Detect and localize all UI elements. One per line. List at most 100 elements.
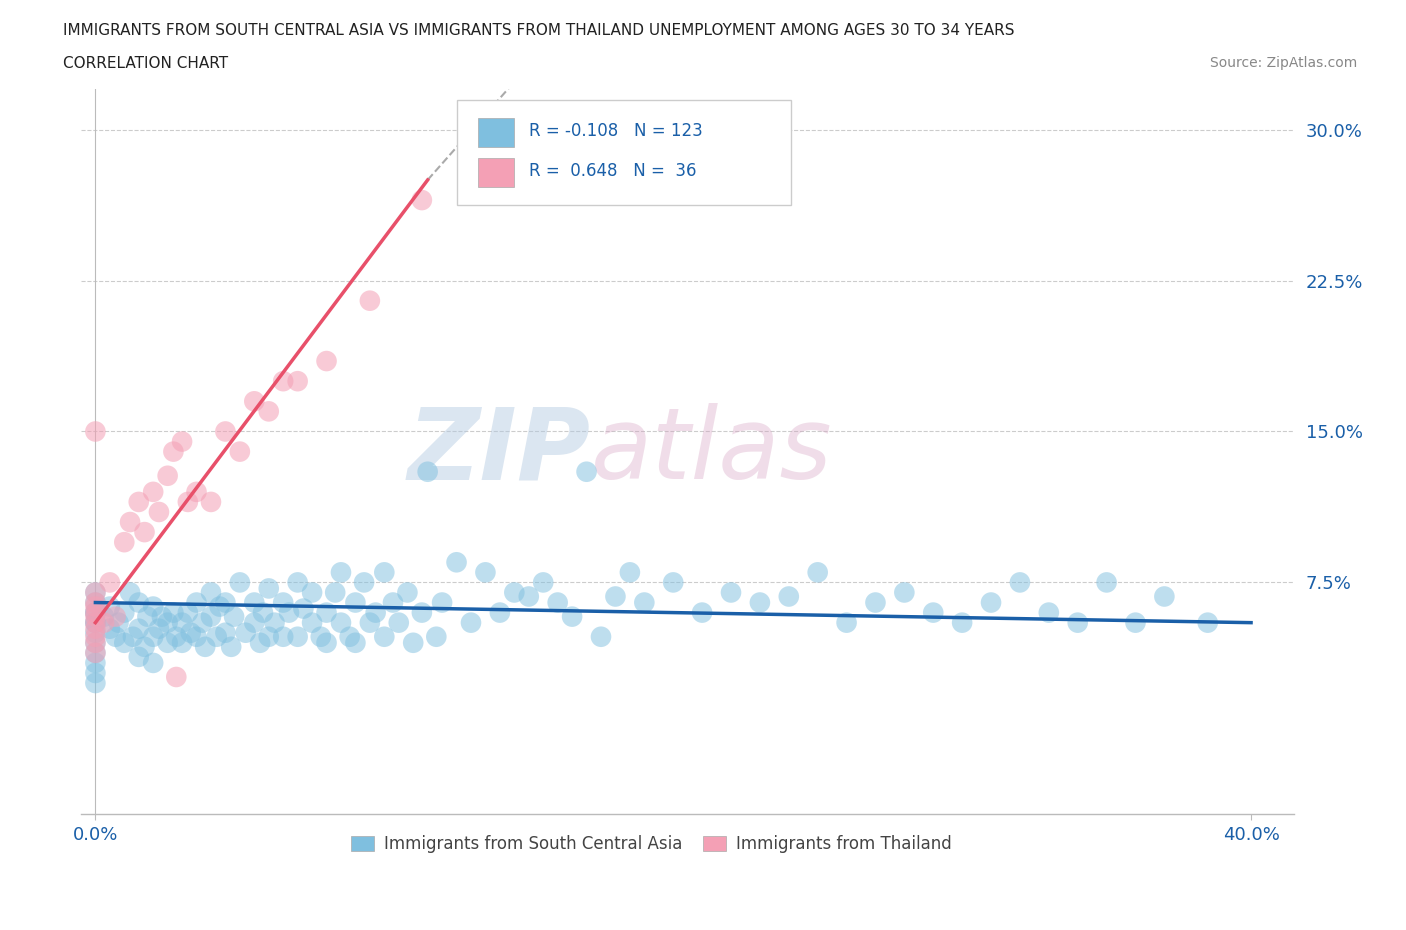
Text: R =  0.648   N =  36: R = 0.648 N = 36 <box>529 162 696 180</box>
Point <box>177 605 200 620</box>
Point <box>84 635 107 650</box>
Point <box>339 630 361 644</box>
Point <box>388 616 411 631</box>
Point <box>180 625 202 640</box>
Point <box>446 555 468 570</box>
Point <box>84 635 107 650</box>
Point <box>416 464 439 479</box>
Point <box>194 639 217 654</box>
Point <box>84 666 107 681</box>
Point <box>922 605 945 620</box>
Point <box>547 595 569 610</box>
Point <box>112 605 135 620</box>
Point <box>84 621 107 636</box>
Point <box>148 621 170 636</box>
Point <box>411 193 433 207</box>
Point <box>243 595 266 610</box>
Point <box>575 464 598 479</box>
Point <box>84 616 107 631</box>
Point <box>98 599 121 614</box>
Point <box>219 639 242 654</box>
Point <box>177 495 200 510</box>
Point <box>980 595 1002 610</box>
Point <box>373 630 395 644</box>
Point <box>205 630 228 644</box>
Text: atlas: atlas <box>591 403 832 500</box>
Point <box>84 675 107 690</box>
Point <box>778 589 800 604</box>
Legend: Immigrants from South Central Asia, Immigrants from Thailand: Immigrants from South Central Asia, Immi… <box>344 829 959 860</box>
Point <box>84 595 107 610</box>
Point <box>128 495 150 510</box>
Point <box>1038 605 1060 620</box>
Point <box>396 585 419 600</box>
Point <box>720 585 742 600</box>
Point <box>142 599 165 614</box>
Point <box>1153 589 1175 604</box>
Point <box>142 630 165 644</box>
Point <box>200 585 222 600</box>
Point <box>257 630 280 644</box>
Point <box>128 621 150 636</box>
Text: CORRELATION CHART: CORRELATION CHART <box>63 56 228 71</box>
Point <box>200 495 222 510</box>
Text: Source: ZipAtlas.com: Source: ZipAtlas.com <box>1209 56 1357 70</box>
Point <box>315 605 337 620</box>
Point <box>1067 616 1090 631</box>
Point <box>128 649 150 664</box>
Point <box>104 630 127 644</box>
Point <box>93 609 115 624</box>
Point <box>84 599 107 614</box>
Text: R = -0.108   N = 123: R = -0.108 N = 123 <box>529 123 703 140</box>
Point <box>359 293 381 308</box>
Point <box>287 630 309 644</box>
Point <box>84 585 107 600</box>
Point <box>142 485 165 499</box>
Point <box>460 616 482 631</box>
Point <box>134 639 156 654</box>
Point <box>271 374 294 389</box>
Point <box>191 616 214 631</box>
Point <box>112 535 135 550</box>
Point <box>271 630 294 644</box>
Point <box>93 616 115 631</box>
Point <box>589 630 612 644</box>
Point <box>222 609 245 624</box>
Point <box>170 434 193 449</box>
Point <box>425 630 447 644</box>
Point <box>162 445 184 459</box>
Point <box>605 589 627 604</box>
Point <box>208 599 231 614</box>
Point <box>84 616 107 631</box>
Point <box>561 609 583 624</box>
Point <box>373 565 395 579</box>
Point <box>148 505 170 520</box>
Point <box>1095 575 1118 590</box>
Point <box>531 575 554 590</box>
Point <box>243 616 266 631</box>
Point <box>120 514 142 529</box>
Text: IMMIGRANTS FROM SOUTH CENTRAL ASIA VS IMMIGRANTS FROM THAILAND UNEMPLOYMENT AMON: IMMIGRANTS FROM SOUTH CENTRAL ASIA VS IM… <box>63 23 1015 38</box>
Point <box>98 621 121 636</box>
Point <box>257 404 280 418</box>
Point <box>150 609 173 624</box>
Point <box>214 595 236 610</box>
Point <box>382 595 405 610</box>
Point <box>156 469 179 484</box>
Point <box>633 595 655 610</box>
Point <box>1008 575 1031 590</box>
Point <box>170 616 193 631</box>
Point <box>84 585 107 600</box>
Point <box>165 630 187 644</box>
Point <box>301 616 323 631</box>
FancyBboxPatch shape <box>457 100 790 206</box>
Point <box>249 635 271 650</box>
Point <box>98 575 121 590</box>
Point <box>142 656 165 671</box>
Point <box>128 595 150 610</box>
Point <box>134 525 156 539</box>
Point <box>84 625 107 640</box>
Text: ZIP: ZIP <box>408 403 591 500</box>
Point <box>107 616 129 631</box>
Point <box>156 616 179 631</box>
